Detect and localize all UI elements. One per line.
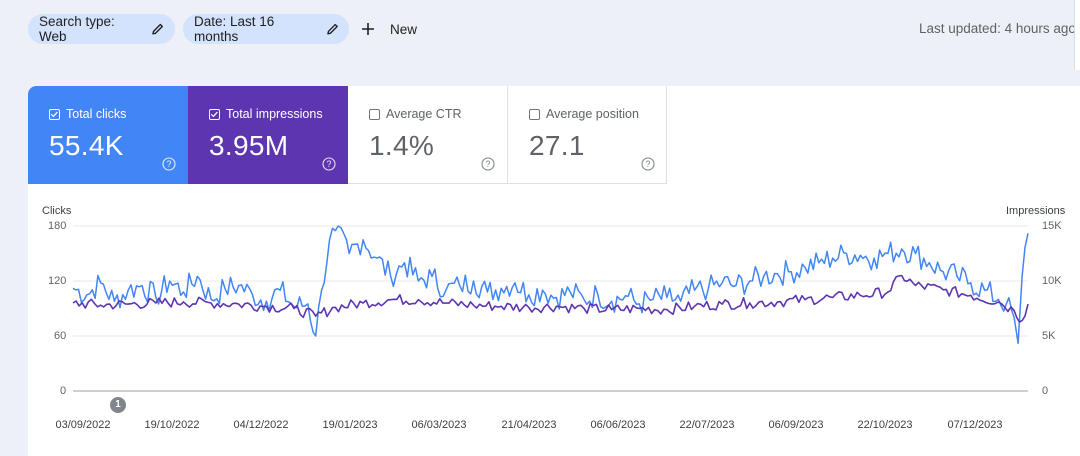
search-type-filter-chip[interactable]: Search type: Web [28,14,175,44]
annotation-marker[interactable]: 1 [110,397,126,413]
side-panel-edge [1074,0,1080,70]
checkbox-checked-icon[interactable] [209,108,220,120]
x-axis-tick: 22/10/2023 [857,419,913,431]
checkbox-unchecked-icon[interactable] [369,108,380,120]
impressions-series-line [72,274,1029,323]
metric-label: Total clicks [66,107,127,121]
search-type-filter-label: Search type: Web [39,14,115,44]
x-axis-tick: 06/03/2023 [411,419,467,431]
svg-text:?: ? [166,159,171,169]
left-axis-tick: 180 [48,220,67,232]
checkbox-checked-icon[interactable] [49,108,60,120]
help-icon[interactable]: ? [641,157,655,171]
metric-total-impressions[interactable]: Total impressions 3.95M ? [188,86,348,184]
edit-pencil-icon [326,23,338,35]
x-axis-tick: 22/07/2023 [679,419,735,431]
metric-total-clicks-header: Total clicks [49,107,126,121]
checkbox-unchecked-icon[interactable] [529,108,540,120]
metric-average-position-header: Average position [529,107,639,121]
date-filter-label: Date: Last 16 months [194,14,275,44]
metric-average-ctr[interactable]: Average CTR 1.4% ? [348,86,508,184]
help-icon[interactable]: ? [322,157,336,171]
metric-value: 1.4% [369,130,435,161]
metric-value: 3.95M [209,130,289,161]
new-filter-button[interactable]: New [360,14,417,44]
right-axis-tick: 0 [1042,385,1049,397]
metric-label: Average position [546,107,639,121]
svg-text:?: ? [645,159,650,169]
x-axis-tick: 21/04/2023 [501,419,557,431]
x-axis-tick: 19/10/2022 [144,419,200,431]
left-axis-tick: 120 [48,275,67,287]
help-icon[interactable]: ? [162,157,176,171]
x-axis-tick: 19/01/2023 [322,419,378,431]
clicks-series-line [72,225,1029,345]
last-updated-text: Last updated: 4 hours ago [919,21,1076,36]
metric-average-position[interactable]: Average position 27.1 ? [508,86,667,184]
metric-label: Average CTR [386,107,462,121]
metric-average-ctr-header: Average CTR [369,107,462,121]
new-filter-label: New [390,21,418,37]
left-axis-title: Clicks [42,205,72,217]
left-axis-tick: 60 [54,330,67,342]
edit-pencil-icon [152,23,164,35]
performance-line-chart[interactable] [0,0,1080,443]
help-icon[interactable]: ? [481,157,495,171]
right-axis-tick: 10K [1042,275,1062,287]
x-axis-tick: 06/09/2023 [768,419,824,431]
metric-label: Total impressions [226,107,323,121]
right-axis-tick: 15K [1042,220,1062,232]
left-axis-tick: 0 [60,385,67,397]
x-axis-tick: 03/09/2022 [55,419,111,431]
right-axis-title: Impressions [1006,205,1066,217]
metric-value: 27.1 [529,130,585,161]
metric-total-impressions-header: Total impressions [209,107,323,121]
svg-text:?: ? [326,159,331,169]
metric-value: 55.4K [49,130,124,161]
x-axis-tick: 06/06/2023 [590,419,646,431]
performance-card: Total clicks 55.4K ? Total impressions 3… [28,86,1080,456]
plus-icon [362,23,374,35]
svg-text:?: ? [485,159,490,169]
date-filter-chip[interactable]: Date: Last 16 months [183,14,349,44]
right-axis-tick: 5K [1042,330,1056,342]
x-axis-tick: 07/12/2023 [947,419,1003,431]
x-axis-tick: 04/12/2022 [233,419,289,431]
metric-total-clicks[interactable]: Total clicks 55.4K ? [28,86,188,184]
